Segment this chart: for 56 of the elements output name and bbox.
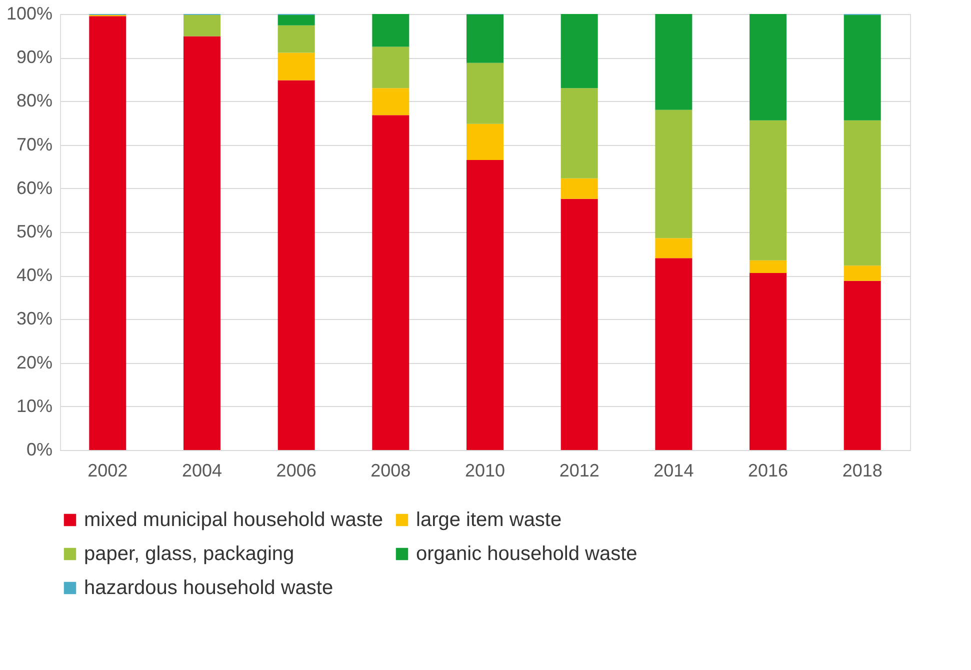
bar <box>655 258 692 450</box>
bar <box>750 272 787 450</box>
y-tick-label: 80% <box>16 90 52 111</box>
x-tick-label: 2002 <box>88 460 128 480</box>
y-tick-label: 40% <box>16 265 52 286</box>
bar <box>844 120 881 266</box>
bar <box>844 280 881 450</box>
y-tick-label: 20% <box>16 352 52 372</box>
bar <box>655 238 692 258</box>
x-tick-label: 2012 <box>559 460 600 480</box>
bar <box>560 178 598 199</box>
bar <box>183 14 220 36</box>
y-tick-label: 10% <box>16 396 52 416</box>
bar <box>655 110 692 238</box>
bar <box>372 46 410 88</box>
bar <box>278 80 315 450</box>
bar <box>372 88 410 116</box>
x-tick-label: 2006 <box>276 460 316 480</box>
bar <box>466 160 504 450</box>
legend-label: organic household waste <box>416 543 638 565</box>
bar <box>278 25 315 53</box>
y-tick-label: 90% <box>16 47 52 68</box>
legend-label: mixed municipal household waste <box>84 509 384 531</box>
bar <box>560 14 598 88</box>
bar <box>466 62 504 124</box>
x-tick-label: 2016 <box>748 460 788 480</box>
bar <box>750 14 787 120</box>
bar <box>655 14 692 110</box>
bar <box>372 14 410 47</box>
x-tick-label: 2004 <box>182 460 222 480</box>
y-tick-label: 60% <box>16 178 52 198</box>
bar <box>844 266 881 281</box>
bar <box>750 260 787 273</box>
bar <box>560 88 598 178</box>
bar <box>466 124 504 160</box>
bar <box>844 14 881 120</box>
x-tick-label: 2008 <box>370 460 411 480</box>
x-tick-label: 2018 <box>842 460 882 480</box>
y-tick-label: 70% <box>16 134 52 154</box>
x-tick-label: 2010 <box>464 460 506 480</box>
bar <box>750 120 787 260</box>
bar <box>278 14 315 26</box>
bar <box>372 115 410 450</box>
legend-label: paper, glass, packaging <box>84 543 294 565</box>
legend-label: large item waste <box>416 509 562 531</box>
y-tick-label: 50% <box>16 222 52 242</box>
legend-label: hazardous household waste <box>84 577 334 599</box>
bar <box>466 14 504 63</box>
bar <box>278 52 315 80</box>
bar <box>183 36 220 450</box>
y-tick-label: 30% <box>16 308 52 329</box>
bar <box>560 198 598 450</box>
x-tick-label: 2014 <box>654 460 694 480</box>
y-tick-label: 100% <box>6 4 52 24</box>
y-tick-label: 0% <box>26 440 52 460</box>
bar <box>89 16 126 450</box>
